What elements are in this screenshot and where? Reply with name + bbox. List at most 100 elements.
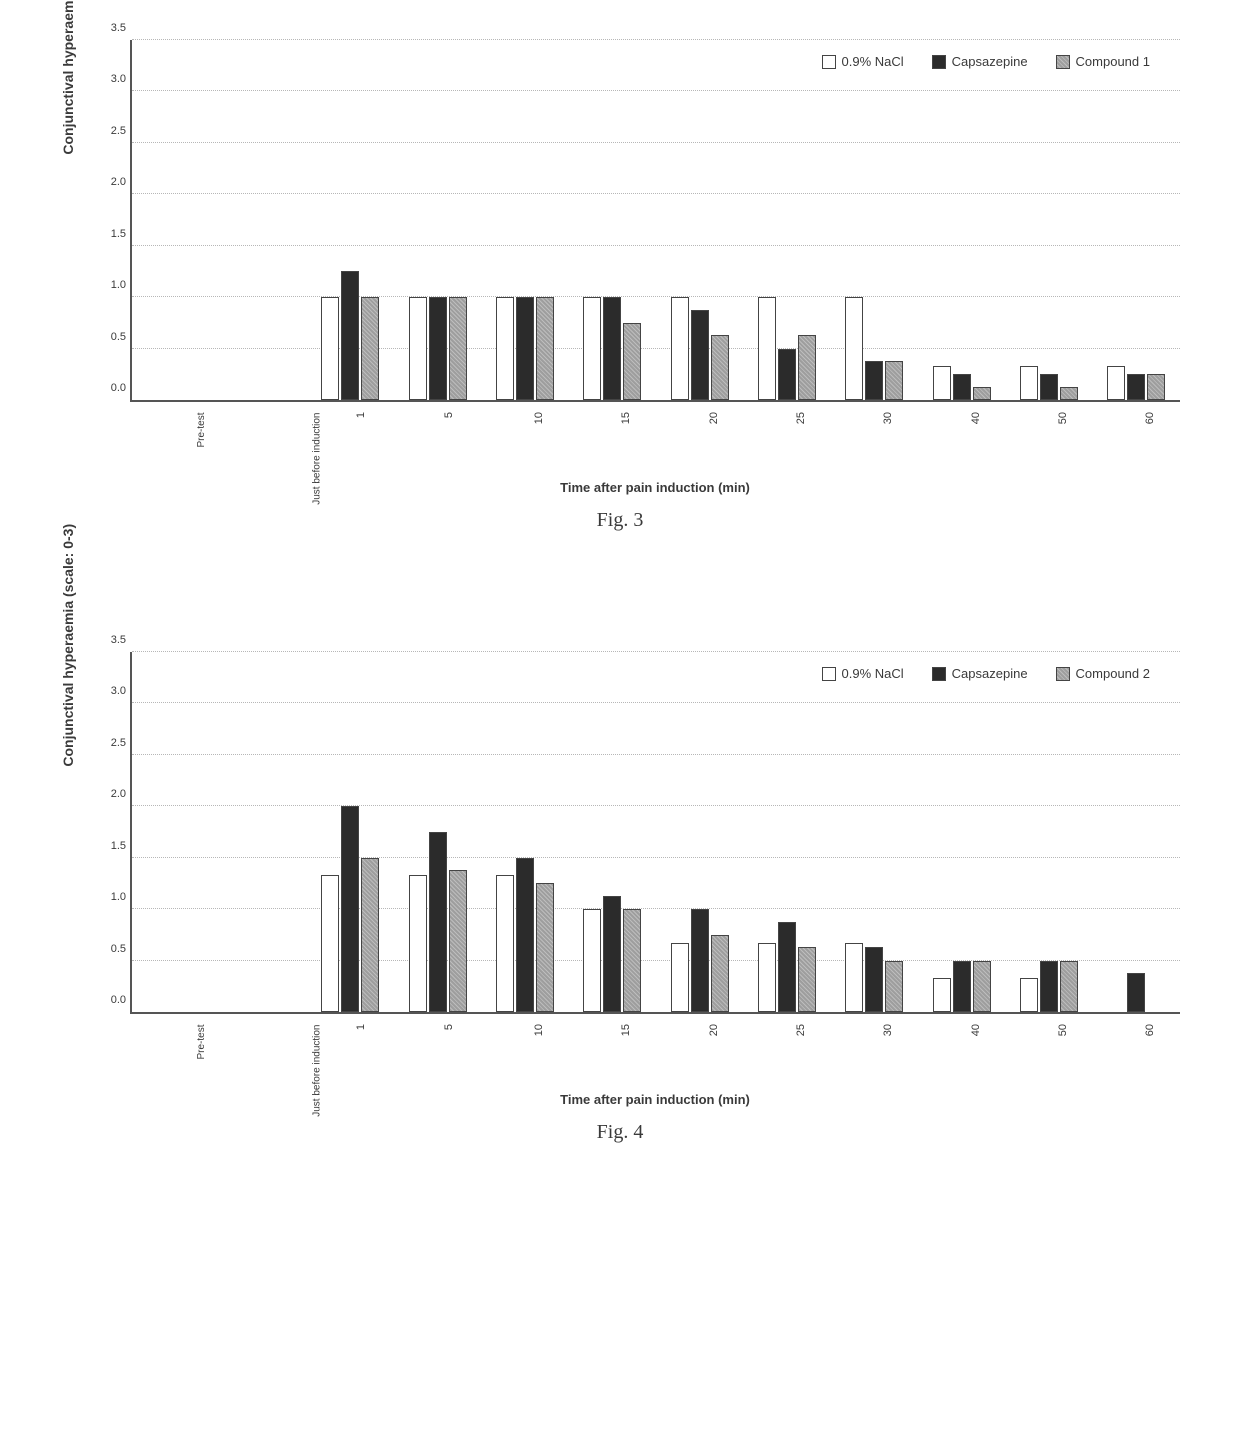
y-tick-label: 3.0 xyxy=(94,73,126,85)
bar xyxy=(361,858,379,1012)
bar-group: 15 xyxy=(569,297,656,400)
x-tick-label: 60 xyxy=(1144,1024,1156,1036)
bar xyxy=(798,335,816,400)
x-tick-label: 60 xyxy=(1144,412,1156,424)
bar-group: 20 xyxy=(656,297,743,400)
bar xyxy=(1147,374,1165,400)
bar xyxy=(885,961,903,1012)
bar xyxy=(953,374,971,400)
bar xyxy=(778,349,796,400)
y-tick-label: 1.5 xyxy=(94,228,126,240)
bar xyxy=(496,297,514,400)
bar xyxy=(321,875,339,1012)
bar xyxy=(1020,978,1038,1012)
bar xyxy=(1127,973,1145,1012)
bar-group: 50 xyxy=(1005,961,1092,1012)
figure-1: Conjunctival hyperaemia (scale: 0-3)0.00… xyxy=(60,40,1180,532)
bar xyxy=(885,361,903,400)
bar-group: 20 xyxy=(656,909,743,1012)
bar-group: 25 xyxy=(743,922,830,1013)
y-tick-label: 2.5 xyxy=(94,737,126,749)
plot-area: 0.00.51.01.52.02.53.03.50.9% NaClCapsaze… xyxy=(130,652,1180,1014)
x-tick-label: 40 xyxy=(970,412,982,424)
bar xyxy=(583,297,601,400)
x-tick-label: 15 xyxy=(620,1024,632,1036)
x-tick-label: 20 xyxy=(708,412,720,424)
bar xyxy=(516,297,534,400)
bar xyxy=(361,297,379,400)
bar xyxy=(429,832,447,1012)
bar xyxy=(865,361,883,400)
bar xyxy=(933,978,951,1012)
bar xyxy=(516,858,534,1012)
x-tick-label: 40 xyxy=(970,1024,982,1036)
bar-group: 50 xyxy=(1005,366,1092,400)
bar xyxy=(449,297,467,400)
y-tick-label: 3.0 xyxy=(94,685,126,697)
bar-group: 40 xyxy=(918,961,1005,1012)
bar xyxy=(865,947,883,1012)
bar xyxy=(623,323,641,400)
bar xyxy=(711,935,729,1012)
x-tick-label: 25 xyxy=(795,1024,807,1036)
x-tick-label: 10 xyxy=(533,412,545,424)
bar xyxy=(1107,366,1125,400)
figure-caption: Fig. 3 xyxy=(60,509,1180,532)
x-tick-label: Just before induction xyxy=(312,413,323,505)
bar xyxy=(496,875,514,1012)
bar xyxy=(603,896,621,1012)
bar-groups: Pre-testJust before induction15101520253… xyxy=(132,652,1180,1012)
bar xyxy=(429,297,447,400)
bar xyxy=(341,271,359,400)
x-tick-label: 15 xyxy=(620,412,632,424)
x-tick-label: Just before induction xyxy=(312,1025,323,1117)
bar xyxy=(583,909,601,1012)
bar-group: 1 xyxy=(307,271,394,400)
bar xyxy=(973,387,991,400)
y-tick-label: 0.5 xyxy=(94,943,126,955)
x-tick-label: 25 xyxy=(795,412,807,424)
x-tick-label: 5 xyxy=(443,412,455,418)
bar xyxy=(1060,961,1078,1012)
bar xyxy=(671,297,689,400)
bar-group: 30 xyxy=(831,297,918,400)
bar-group: 40 xyxy=(918,366,1005,400)
bar xyxy=(758,943,776,1012)
bar-group: 10 xyxy=(481,297,568,400)
bar xyxy=(933,366,951,400)
bar xyxy=(341,806,359,1012)
bar xyxy=(691,310,709,401)
x-tick-label: 30 xyxy=(882,1024,894,1036)
y-tick-label: 2.5 xyxy=(94,125,126,137)
bar xyxy=(758,297,776,400)
x-axis-label: Time after pain induction (min) xyxy=(130,480,1180,495)
bar-group: 60 xyxy=(1093,366,1180,400)
bar xyxy=(409,297,427,400)
bar xyxy=(1127,374,1145,400)
bar xyxy=(671,943,689,1012)
bar xyxy=(1040,961,1058,1012)
bar xyxy=(1020,366,1038,400)
x-tick-label: 50 xyxy=(1057,1024,1069,1036)
y-tick-label: 1.5 xyxy=(94,840,126,852)
y-tick-label: 1.0 xyxy=(94,891,126,903)
y-tick-label: 0.5 xyxy=(94,331,126,343)
x-tick-label: 30 xyxy=(882,412,894,424)
bar xyxy=(845,297,863,400)
x-tick-label: 20 xyxy=(708,1024,720,1036)
bar xyxy=(536,297,554,400)
y-tick-label: 1.0 xyxy=(94,279,126,291)
bar xyxy=(449,870,467,1012)
plot-wrap: Conjunctival hyperaemia (scale: 0-3)0.00… xyxy=(130,652,1180,1107)
bar xyxy=(409,875,427,1012)
bar-group: 1 xyxy=(307,806,394,1012)
y-axis-label: Conjunctival hyperaemia (scale: 0-3) xyxy=(60,0,76,154)
bar xyxy=(778,922,796,1013)
bar xyxy=(623,909,641,1012)
bar xyxy=(321,297,339,400)
bar-group: 30 xyxy=(831,943,918,1012)
x-axis-label: Time after pain induction (min) xyxy=(130,1092,1180,1107)
x-tick-label: 1 xyxy=(355,412,367,418)
bar-group: 10 xyxy=(481,858,568,1012)
bar-group: 60 xyxy=(1093,973,1180,1012)
